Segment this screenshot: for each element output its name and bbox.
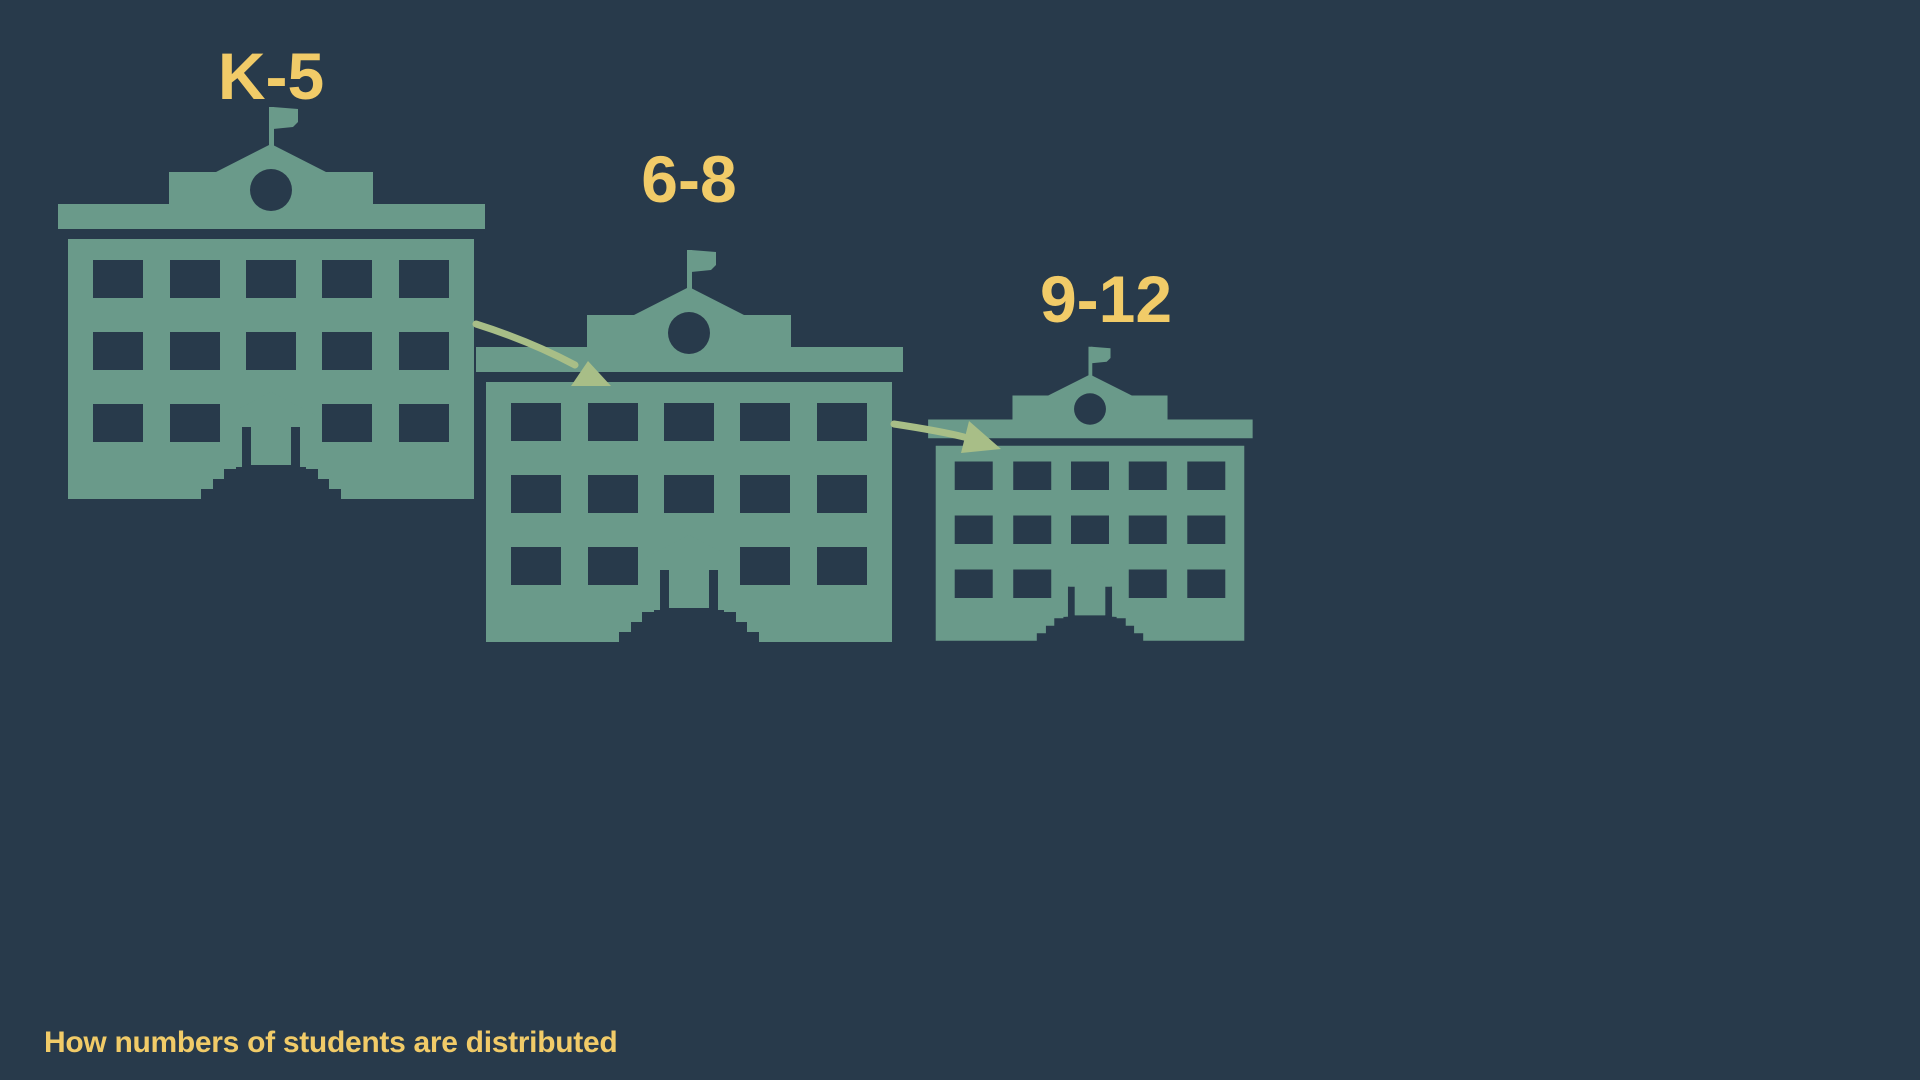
arrow-head [961,421,1001,453]
arrow-6-8-to-9-12 [890,420,1001,453]
school-building-k5 [58,107,485,499]
school-building-6-8 [476,250,903,642]
school-building-9-12 [928,346,1253,641]
grade-label-k5: K-5 [218,39,324,113]
grade-label-9-12: 9-12 [1040,262,1172,336]
grade-label-6-8: 6-8 [641,142,736,216]
curved-arrow-icon [890,420,968,441]
arrow-k5-to-6-8 [472,320,611,386]
diagram-caption: How numbers of students are distributed [44,1026,618,1059]
arrow-head [571,361,611,386]
curved-arrow-icon [472,320,579,369]
